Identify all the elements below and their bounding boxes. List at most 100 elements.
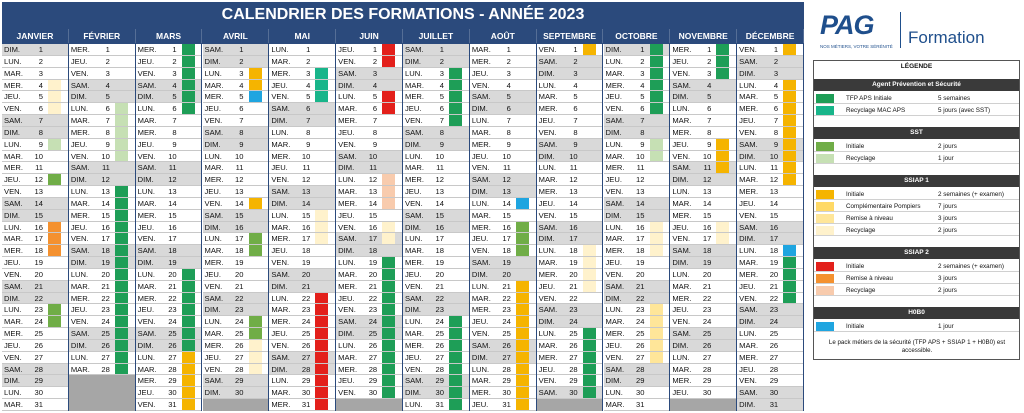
weekday-label: DIM. [405, 222, 422, 232]
day-row: LUN. 18 [737, 245, 803, 258]
legend-item-name: Initiale [846, 323, 865, 330]
day-number: 24 [435, 317, 444, 327]
weekday-label: LUN. [204, 234, 222, 244]
day-number: 28 [702, 364, 712, 374]
training-mark [248, 91, 262, 103]
weekday-label: SAM. [70, 163, 90, 173]
day-number: 14 [702, 198, 712, 208]
day-number: 1 [773, 45, 779, 54]
weekday-label: DIM. [4, 376, 21, 386]
weekday-label: MAR. [4, 317, 23, 327]
weekday-label: MER. [70, 45, 90, 54]
day-row: MAR. 18 [202, 245, 269, 258]
training-mark [114, 138, 128, 150]
legend-item-duration: 2 jours [938, 287, 957, 294]
month-column: MER. 1 JEU. 2 VEN. 3 SAM. 4 DIM. 5 LUN. 6 MAR. 7 MER. 8… [68, 44, 136, 411]
weekday-label: LUN. [204, 317, 222, 327]
month-header: SEPTEMBRE [536, 29, 604, 43]
weekday-label: DIM. [605, 376, 622, 386]
day-row: VEN. 6 [603, 103, 670, 116]
day-number: 11 [502, 163, 511, 173]
day-row: DIM. 17 [536, 233, 603, 246]
weekday-label: VEN. [338, 139, 356, 149]
month-column: VEN. 1 SAM. 2 DIM. 3 LUN. 4 MAR. 5 MER. 6 JEU. 7 VEN. 8… [536, 44, 604, 411]
day-number: 15 [168, 210, 177, 220]
day-number: 13 [101, 187, 110, 197]
day-number: 12 [636, 175, 645, 185]
weekday-label: DIM. [739, 400, 756, 410]
day-row: VEN. 6 [2, 103, 68, 116]
day-number: 14 [34, 198, 43, 208]
month-header: DÉCEMBRE [737, 29, 804, 43]
day-number: 4 [573, 80, 578, 90]
weekday-label: LUN. [338, 175, 356, 185]
day-row: MER. 19 [403, 257, 469, 269]
day-row: VEN. 9 [336, 139, 402, 151]
day-number: 17 [769, 234, 779, 244]
day-number: 1 [439, 45, 444, 54]
training-mark [582, 257, 596, 268]
month-column: MER. 1 JEU. 2 VEN. 3 SAM. 4 DIM. 5 LUN. 6 MAR. 7 MER. 8… [670, 44, 738, 411]
day-row: LUN. 6 [68, 103, 135, 116]
day-number: 30 [702, 388, 712, 398]
weekday-label: SAM. [4, 116, 23, 126]
day-row: DIM. 3 [737, 67, 803, 80]
weekday-label: MER. [471, 139, 491, 149]
weekday-label: JEU. [137, 388, 155, 398]
day-row: MER. 22 [670, 293, 737, 305]
weekday-label: VEN. [137, 151, 156, 161]
legend-item-duration: 5 jours (avec SST) [938, 107, 991, 114]
day-row: JEU. 7 [536, 115, 603, 127]
weekday-label: JEU. [471, 234, 489, 244]
weekday-label: SAM. [605, 116, 625, 126]
weekday-label: DIM. [739, 151, 756, 161]
day-row: LUN. 20 [670, 269, 737, 281]
day-row: JEU. 9 [135, 139, 202, 151]
weekday-label: MER. [405, 175, 424, 185]
weekday-label: MER. [538, 187, 558, 197]
day-number: 30 [168, 388, 177, 398]
day-row: SAM. 2 [737, 55, 803, 68]
weekday-label: MER. [672, 376, 692, 386]
day-row: MAR. 21 [670, 281, 737, 293]
weekday-label: LUN. [4, 139, 22, 149]
weekday-label: MER. [204, 258, 224, 268]
day-number: 22 [502, 293, 511, 303]
weekday-label: SAM. [538, 305, 558, 315]
day-row: JEU. 21 [737, 280, 803, 293]
training-mark [114, 221, 128, 233]
day-row: JEU. 14 [737, 198, 803, 210]
day-row: MAR. 14 [670, 198, 737, 210]
empty-day [336, 399, 402, 411]
day-number: 22 [769, 293, 779, 303]
weekday-label: LUN. [271, 45, 289, 54]
weekday-label: SAM. [405, 45, 424, 54]
day-row: JEU. 14 [536, 198, 603, 210]
day-number: 31 [34, 400, 43, 410]
month-headers: JANVIER FÉVRIER MARS AVRIL MAI JUIN JUILLET AOÛ… [2, 29, 804, 43]
training-mark [449, 67, 462, 79]
day-row: DIM. 18 [336, 245, 402, 258]
day-number: 10 [368, 151, 378, 161]
training-mark [248, 245, 262, 257]
weekday-label: VEN. [137, 400, 156, 410]
day-number: 13 [502, 187, 511, 197]
weekday-label: JEU. [4, 340, 21, 350]
training-mark [515, 233, 529, 245]
day-row: JEU. 15 [336, 210, 402, 222]
weekday-label: MAR. [538, 340, 558, 350]
day-row: VEN. 22 [536, 293, 603, 305]
training-mark [248, 79, 262, 91]
day-row: DIM. 5 [68, 91, 135, 104]
empty-day [536, 399, 603, 411]
weekday-label: MAR. [538, 258, 558, 268]
weekday-label: DIM. [405, 139, 422, 149]
weekday-label: MAR. [70, 281, 90, 291]
day-number: 2 [640, 56, 645, 66]
day-row: JEU. 13 [403, 186, 469, 198]
day-row: MAR. 23 [269, 304, 336, 317]
weekday-label: DIM. [137, 92, 154, 102]
training-mark [582, 280, 596, 292]
day-number: 16 [34, 222, 43, 232]
day-number: 18 [101, 246, 110, 256]
